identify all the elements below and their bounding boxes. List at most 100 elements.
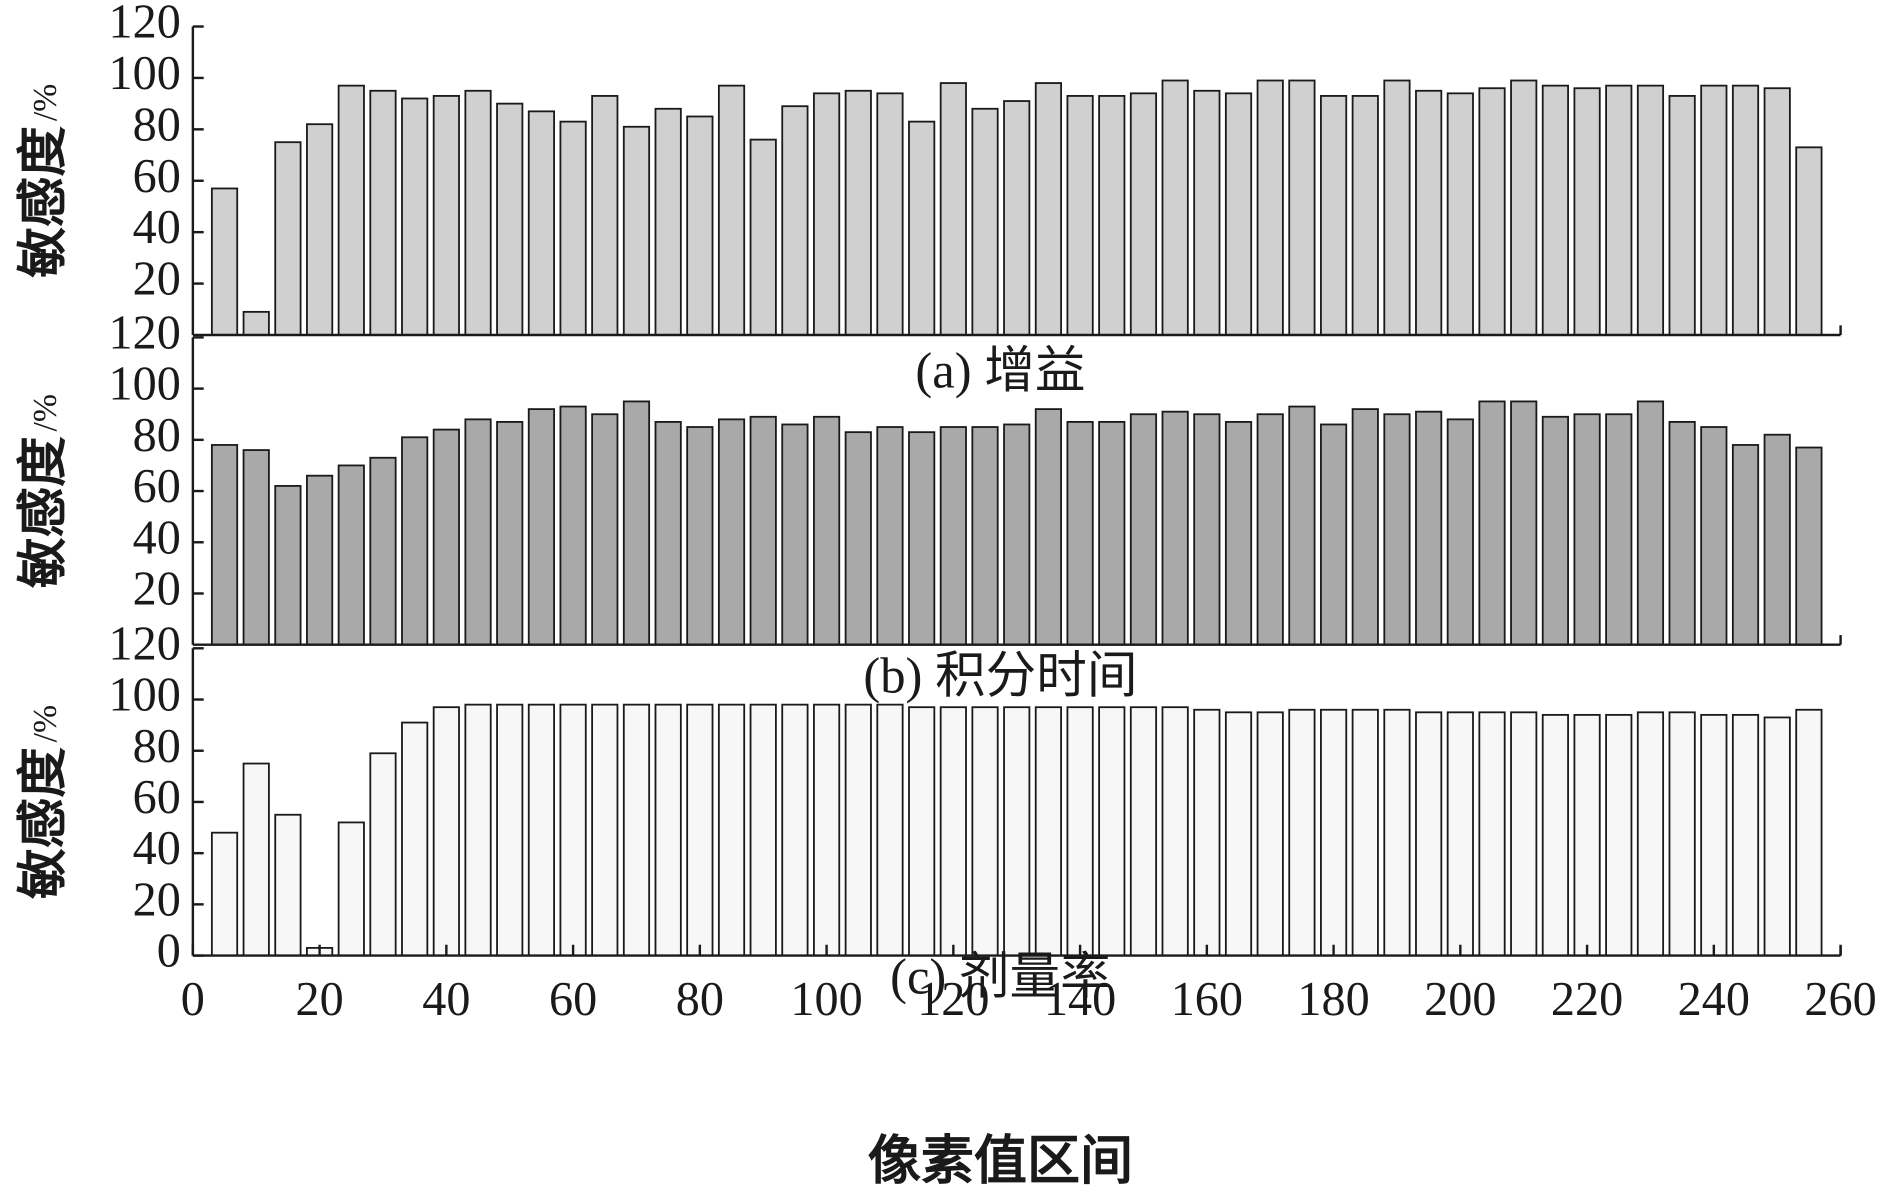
bar — [369, 752, 397, 957]
bar — [876, 92, 904, 336]
bar — [559, 703, 587, 957]
bar — [1668, 711, 1696, 957]
bar — [1256, 711, 1284, 957]
bar — [1573, 87, 1601, 336]
y-label: 敏感度 — [15, 747, 71, 899]
bar — [559, 405, 587, 646]
bar — [1636, 84, 1665, 336]
bar — [369, 456, 397, 646]
y-tick-label: 100 — [109, 358, 181, 411]
bar — [1510, 711, 1538, 957]
bar — [527, 110, 555, 336]
bar — [622, 703, 651, 957]
bar — [1605, 84, 1633, 336]
bar — [1320, 708, 1348, 957]
bar — [337, 464, 365, 646]
bar — [1446, 418, 1474, 646]
bar — [1763, 433, 1791, 646]
x-tick-label: 160 — [1171, 973, 1243, 1026]
bar — [1066, 706, 1094, 957]
bar — [1129, 413, 1158, 646]
bar — [1415, 711, 1443, 957]
bar — [401, 97, 429, 336]
y-axis-title: 敏感度 /% — [15, 705, 71, 899]
bar — [1351, 708, 1379, 957]
bar — [1003, 100, 1031, 336]
bar — [686, 115, 714, 336]
bar — [210, 187, 239, 336]
bar — [432, 428, 460, 646]
bar — [1066, 95, 1094, 336]
x-tick-label: 0 — [181, 973, 205, 1026]
bar — [749, 703, 777, 957]
bar — [813, 415, 841, 646]
bar — [813, 703, 841, 957]
bar — [939, 426, 967, 646]
y-unit: /% — [27, 705, 64, 742]
bar — [622, 125, 651, 336]
bar — [1573, 713, 1601, 957]
bar — [242, 449, 270, 646]
y-tick-label: 40 — [133, 511, 181, 564]
bar — [1161, 706, 1189, 957]
y-tick-label: 100 — [109, 669, 181, 722]
bar — [1256, 79, 1284, 336]
x-tick-label: 120 — [917, 973, 989, 1026]
bar — [242, 762, 270, 957]
bar — [1795, 446, 1823, 646]
bar — [1510, 79, 1538, 336]
bar — [1161, 410, 1189, 646]
bar — [306, 474, 334, 646]
y-tick-label: 100 — [109, 47, 181, 100]
bar — [1510, 400, 1538, 646]
bar — [1193, 413, 1221, 646]
bar — [591, 95, 619, 336]
y-label: 敏感度 — [15, 126, 71, 278]
bar — [1605, 413, 1633, 646]
bar — [908, 120, 936, 336]
y-tick-label: 80 — [133, 409, 181, 462]
bar — [1193, 89, 1221, 336]
bar — [717, 703, 746, 957]
y-tick-label: 60 — [133, 150, 181, 203]
bar — [1731, 444, 1760, 646]
bar — [464, 418, 492, 646]
bar — [1003, 423, 1031, 646]
bar — [432, 706, 460, 957]
bar — [464, 89, 492, 336]
bar — [1415, 410, 1443, 646]
bar — [1288, 708, 1316, 957]
bar — [274, 141, 302, 336]
bar — [369, 89, 397, 336]
bar — [1034, 408, 1062, 646]
bar — [1541, 713, 1569, 957]
bar — [591, 703, 619, 957]
bar — [1351, 95, 1379, 336]
bar — [1224, 92, 1253, 336]
bar — [496, 421, 524, 646]
bar — [1636, 400, 1665, 646]
bar — [1478, 400, 1506, 646]
bar — [527, 408, 555, 646]
x-tick-label: 100 — [790, 973, 862, 1026]
bar — [1034, 706, 1062, 957]
bar — [1763, 87, 1791, 336]
x-tick-label: 40 — [422, 973, 470, 1026]
bar — [306, 123, 334, 336]
y-tick-label: 20 — [133, 563, 181, 616]
bar — [1731, 713, 1760, 957]
y-tick-label: 20 — [133, 253, 181, 306]
bar — [274, 485, 302, 646]
bar — [464, 703, 492, 957]
y-label: 敏感度 — [15, 436, 71, 588]
bar — [908, 431, 936, 646]
bar — [813, 92, 841, 336]
bar — [242, 310, 270, 336]
bar — [559, 120, 587, 336]
y-tick-label: 80 — [133, 98, 181, 151]
bar — [401, 721, 429, 957]
bar — [337, 84, 365, 336]
y-axis-title: 敏感度 /% — [15, 84, 71, 278]
x-tick-label: 20 — [296, 973, 344, 1026]
bar — [1636, 711, 1665, 957]
